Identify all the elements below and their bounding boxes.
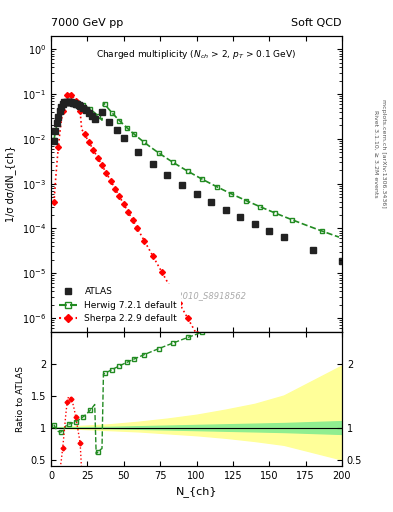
Y-axis label: Ratio to ATLAS: Ratio to ATLAS [16, 366, 25, 432]
Text: mcplots.cern.ch [arXiv:1306.3436]: mcplots.cern.ch [arXiv:1306.3436] [381, 99, 386, 208]
Text: Rivet 3.1.10, ≥ 3.2M events: Rivet 3.1.10, ≥ 3.2M events [373, 110, 378, 198]
Text: Charged multiplicity ($N_{ch}$ > 2, $p_T$ > 0.1 GeV): Charged multiplicity ($N_{ch}$ > 2, $p_T… [96, 48, 297, 60]
Text: 7000 GeV pp: 7000 GeV pp [51, 18, 123, 28]
Text: ATLAS_2010_S8918562: ATLAS_2010_S8918562 [147, 291, 246, 301]
Y-axis label: 1/σ dσ/dN_{ch}: 1/σ dσ/dN_{ch} [6, 145, 17, 222]
Legend: ATLAS, Herwig 7.2.1 default, Sherpa 2.2.9 default: ATLAS, Herwig 7.2.1 default, Sherpa 2.2.… [55, 284, 181, 327]
X-axis label: N_{ch}: N_{ch} [176, 486, 217, 497]
Text: Soft QCD: Soft QCD [292, 18, 342, 28]
